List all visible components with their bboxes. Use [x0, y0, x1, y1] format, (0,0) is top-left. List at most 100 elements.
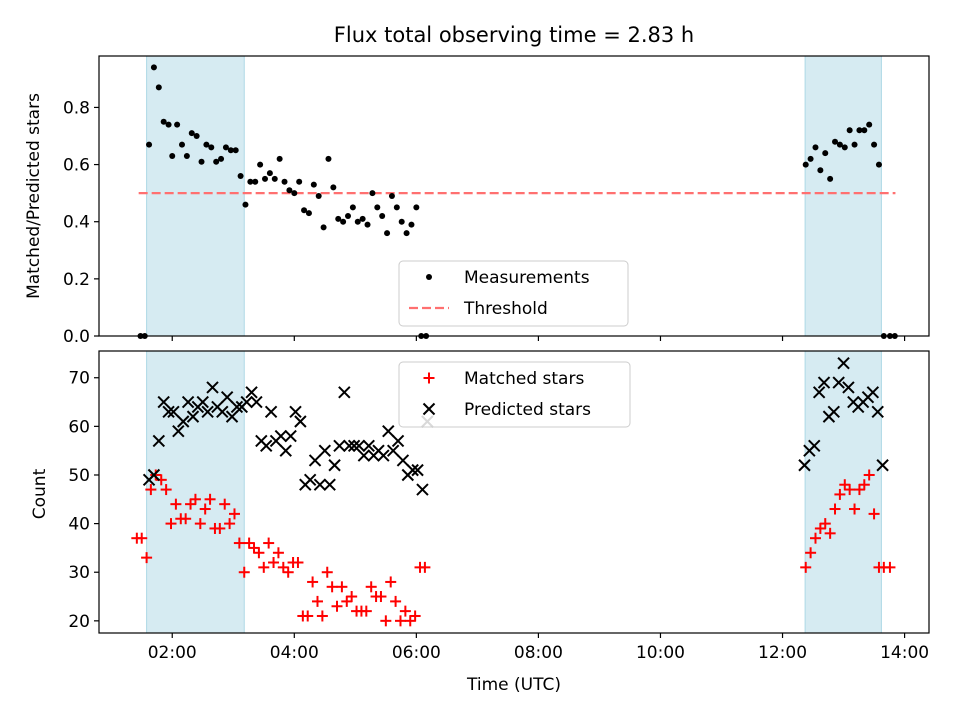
- measurement-point: [812, 144, 819, 151]
- predicted-star-point: [842, 381, 855, 394]
- matched-star-point: [849, 503, 861, 515]
- legend-label: Predicted stars: [464, 400, 591, 420]
- predicted-star-point: [308, 454, 322, 467]
- matched-star-point: [224, 518, 236, 530]
- legend: Matched stars Predicted stars: [398, 361, 631, 428]
- measurement-point: [146, 141, 153, 148]
- measurement-point: [866, 121, 873, 128]
- measurement-point: [218, 155, 225, 162]
- measurement-point: [861, 127, 868, 134]
- predicted-star-point: [313, 478, 327, 491]
- matched-star-point: [141, 552, 153, 564]
- shaded-interval: [146, 55, 245, 337]
- predicted-star-point: [343, 439, 356, 453]
- measurement-point: [296, 178, 303, 185]
- matched-star-point: [404, 615, 416, 627]
- y-tick-label: 20: [68, 612, 90, 632]
- legend-label: Measurements: [464, 268, 590, 288]
- measurement-point: [237, 173, 244, 179]
- measurement-point: [325, 155, 332, 162]
- measurement-point: [340, 218, 347, 225]
- measurement-point: [291, 190, 298, 197]
- measurement-point: [315, 193, 322, 199]
- measurement-point: [856, 127, 863, 134]
- predicted-star-point: [230, 400, 244, 414]
- matched-star-point: [248, 542, 260, 554]
- predicted-star-point: [181, 395, 195, 409]
- matched-star-point: [390, 595, 402, 607]
- matched-star-point: [834, 488, 846, 500]
- measurement-point: [345, 213, 351, 219]
- measurement-point: [252, 178, 259, 185]
- axes-frame: [98, 350, 930, 634]
- predicted-star-point: [396, 454, 410, 467]
- legend-box: [398, 260, 629, 327]
- y-tick-label: 60: [68, 417, 90, 437]
- matched-star-point: [380, 615, 392, 627]
- measurement-point: [310, 181, 317, 188]
- axes-frame: [98, 55, 930, 337]
- matched-star-point: [277, 561, 289, 573]
- measurement-point: [266, 170, 273, 177]
- measurement-point: [188, 130, 195, 137]
- measurement-point: [165, 121, 172, 128]
- matched-star-point: [809, 532, 821, 544]
- predicted-star-point: [386, 444, 400, 457]
- predicted-star-point: [186, 410, 200, 423]
- legend-label: Threshold: [463, 299, 548, 319]
- matched-star-point: [214, 522, 226, 534]
- predicted-star-point: [347, 439, 361, 453]
- predicted-star-point: [352, 439, 366, 453]
- y-tick-label: 0.2: [63, 270, 90, 290]
- x-tick-label: 14:00: [880, 643, 929, 663]
- y-tick-label: 0.8: [63, 98, 90, 118]
- measurement-point: [213, 158, 220, 165]
- predicted-star-point: [201, 405, 214, 418]
- shaded-interval: [804, 350, 882, 634]
- predicted-star-point: [837, 356, 850, 370]
- predicted-star-point: [832, 376, 845, 389]
- measurement-point: [232, 147, 239, 154]
- predicted-star-point: [318, 444, 332, 457]
- measurement-point: [247, 178, 254, 185]
- matched-star-point: [839, 479, 851, 491]
- measurement-point: [227, 147, 234, 154]
- predicted-star-point: [303, 473, 317, 487]
- matched-star-point: [365, 581, 377, 593]
- measurement-point: [174, 121, 181, 128]
- measurement-point: [160, 118, 167, 125]
- predicted-star-point: [416, 483, 429, 496]
- measurement-point: [836, 141, 843, 148]
- matched-star-point: [243, 537, 255, 549]
- matched-star-point: [194, 518, 206, 530]
- matched-star-point: [844, 484, 856, 496]
- matched-star-point: [360, 605, 372, 617]
- predicted-star-point: [167, 405, 180, 418]
- matched-star-point: [233, 537, 245, 549]
- predicted-star-point: [245, 386, 258, 399]
- measurement-point: [871, 141, 878, 148]
- matched-star-point: [341, 595, 353, 607]
- x-tick-label: 10:00: [636, 643, 685, 663]
- matched-star-point: [282, 566, 294, 578]
- predicted-star-point: [382, 425, 395, 438]
- measurement-point: [822, 150, 829, 157]
- matched-star-point: [150, 469, 162, 481]
- legend: Measurements Threshold: [398, 260, 629, 327]
- measurement-point: [183, 153, 190, 159]
- x-tick-label: 08:00: [514, 643, 563, 663]
- measurement-point: [179, 141, 185, 148]
- shaded-interval: [146, 350, 245, 634]
- predicted-star-point: [333, 439, 346, 453]
- matched-star-point: [385, 576, 397, 588]
- top-y-axis-label: Matched/Predicted stars: [24, 93, 44, 299]
- measurement-point: [369, 190, 376, 197]
- measurement-point: [354, 218, 361, 225]
- y-tick-label: 0.6: [63, 156, 90, 176]
- predicted-star-point: [220, 390, 234, 404]
- matched-star-point: [863, 469, 875, 481]
- predicted-star-point: [225, 410, 239, 423]
- predicted-star-point: [357, 449, 371, 462]
- predicted-star-point: [338, 386, 351, 399]
- measurement-point: [301, 207, 308, 214]
